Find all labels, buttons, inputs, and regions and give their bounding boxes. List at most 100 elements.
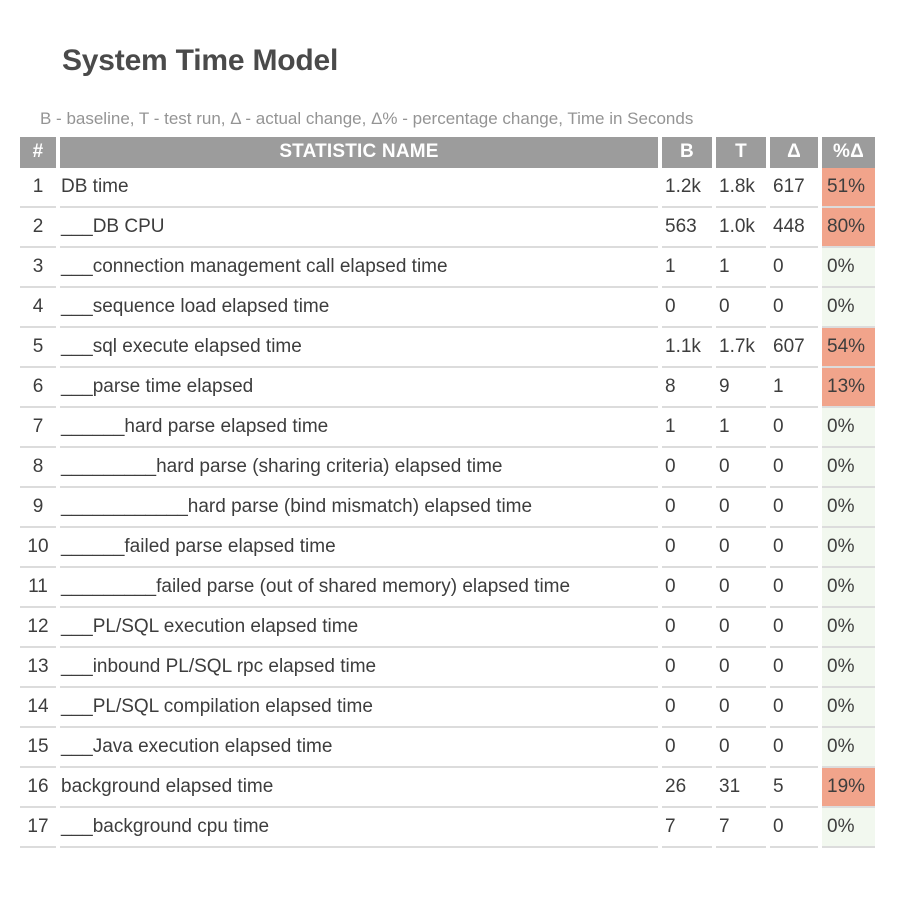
value-test-run: 1.7k	[716, 328, 766, 368]
row-number: 1	[20, 168, 56, 208]
value-baseline: 1.1k	[662, 328, 712, 368]
value-delta: 0	[770, 568, 818, 608]
statistic-name: ___parse time elapsed	[60, 368, 658, 408]
value-baseline: 1	[662, 408, 712, 448]
value-baseline: 26	[662, 768, 712, 808]
value-pct-delta: 0%	[822, 247, 875, 288]
row-number: 17	[20, 808, 56, 848]
statistic-name: _________failed parse (out of shared mem…	[60, 568, 658, 608]
value-pct-delta: 0%	[822, 527, 875, 568]
value-test-run: 0	[716, 728, 766, 768]
page-title: System Time Model	[62, 44, 339, 77]
value-pct-delta: 54%	[822, 327, 875, 368]
table-row: 1 DB time 1.2k 1.8k 617 51%	[20, 167, 875, 208]
value-delta: 0	[770, 488, 818, 528]
statistic-name: ___PL/SQL compilation elapsed time	[60, 688, 658, 728]
value-baseline: 563	[662, 208, 712, 248]
row-number: 5	[20, 328, 56, 368]
value-test-run: 0	[716, 488, 766, 528]
value-delta: 0	[770, 248, 818, 288]
table-row: 16 background elapsed time 26 31 5 19%	[20, 767, 875, 808]
header-row-number: #	[20, 136, 56, 168]
table-row: 12 ___PL/SQL execution elapsed time 0 0 0 0%	[20, 607, 875, 648]
statistic-name: ___PL/SQL execution elapsed time	[60, 608, 658, 648]
value-delta: 607	[770, 328, 818, 368]
value-pct-delta: 0%	[822, 687, 875, 728]
value-pct-delta: 51%	[822, 167, 875, 208]
row-number: 9	[20, 488, 56, 528]
header-delta: Δ	[770, 136, 818, 168]
value-pct-delta: 0%	[822, 607, 875, 648]
statistic-name: DB time	[60, 168, 658, 208]
statistic-name: ______hard parse elapsed time	[60, 408, 658, 448]
value-delta: 1	[770, 368, 818, 408]
value-pct-delta: 0%	[822, 727, 875, 768]
statistic-name: ___sql execute elapsed time	[60, 328, 658, 368]
statistic-name: background elapsed time	[60, 768, 658, 808]
value-baseline: 0	[662, 688, 712, 728]
value-baseline: 0	[662, 648, 712, 688]
row-number: 15	[20, 728, 56, 768]
value-baseline: 0	[662, 528, 712, 568]
value-delta: 0	[770, 648, 818, 688]
row-number: 11	[20, 568, 56, 608]
value-delta: 0	[770, 808, 818, 848]
row-number: 14	[20, 688, 56, 728]
value-test-run: 31	[716, 768, 766, 808]
statistic-name: ______failed parse elapsed time	[60, 528, 658, 568]
row-number: 6	[20, 368, 56, 408]
table-row: 4 ___sequence load elapsed time 0 0 0 0%	[20, 287, 875, 328]
table-row: 17 ___background cpu time 7 7 0 0%	[20, 807, 875, 848]
value-pct-delta: 80%	[822, 207, 875, 248]
value-baseline: 0	[662, 288, 712, 328]
value-baseline: 0	[662, 488, 712, 528]
table-row: 6 ___parse time elapsed 8 9 1 13%	[20, 367, 875, 408]
value-delta: 617	[770, 168, 818, 208]
table-row: 5 ___sql execute elapsed time 1.1k 1.7k 607 5…	[20, 327, 875, 368]
value-delta: 0	[770, 288, 818, 328]
table-row: 15 ___Java execution elapsed time 0 0 0 0%	[20, 727, 875, 768]
value-test-run: 0	[716, 688, 766, 728]
value-test-run: 0	[716, 608, 766, 648]
statistic-name: ___Java execution elapsed time	[60, 728, 658, 768]
value-pct-delta: 0%	[822, 567, 875, 608]
value-test-run: 1	[716, 248, 766, 288]
value-baseline: 8	[662, 368, 712, 408]
value-pct-delta: 19%	[822, 767, 875, 808]
table-header: # STATISTIC NAME B T Δ %Δ	[20, 136, 875, 168]
header-baseline: B	[662, 136, 712, 168]
value-test-run: 1.8k	[716, 168, 766, 208]
row-number: 10	[20, 528, 56, 568]
value-baseline: 0	[662, 728, 712, 768]
header-pct-delta: %Δ	[822, 136, 875, 168]
row-number: 2	[20, 208, 56, 248]
legend-text: B - baseline, T - test run, Δ - actual c…	[40, 108, 694, 128]
value-delta: 0	[770, 688, 818, 728]
value-delta: 5	[770, 768, 818, 808]
statistic-name: ____________hard parse (bind mismatch) e…	[60, 488, 658, 528]
statistic-name: ___inbound PL/SQL rpc elapsed time	[60, 648, 658, 688]
value-delta: 0	[770, 608, 818, 648]
value-test-run: 7	[716, 808, 766, 848]
row-number: 4	[20, 288, 56, 328]
value-test-run: 1	[716, 408, 766, 448]
value-delta: 448	[770, 208, 818, 248]
header-test-run: T	[716, 136, 766, 168]
statistic-name: _________hard parse (sharing criteria) e…	[60, 448, 658, 488]
table-row: 9 ____________hard parse (bind mismatch) …	[20, 487, 875, 528]
statistic-name: ___DB CPU	[60, 208, 658, 248]
value-baseline: 0	[662, 568, 712, 608]
value-baseline: 1	[662, 248, 712, 288]
value-delta: 0	[770, 528, 818, 568]
value-test-run: 1.0k	[716, 208, 766, 248]
value-pct-delta: 0%	[822, 407, 875, 448]
value-test-run: 0	[716, 528, 766, 568]
value-test-run: 0	[716, 648, 766, 688]
table-row: 3 ___connection management call elapsed t…	[20, 247, 875, 288]
value-test-run: 0	[716, 288, 766, 328]
value-delta: 0	[770, 448, 818, 488]
value-baseline: 1.2k	[662, 168, 712, 208]
value-test-run: 0	[716, 448, 766, 488]
value-test-run: 9	[716, 368, 766, 408]
value-delta: 0	[770, 408, 818, 448]
